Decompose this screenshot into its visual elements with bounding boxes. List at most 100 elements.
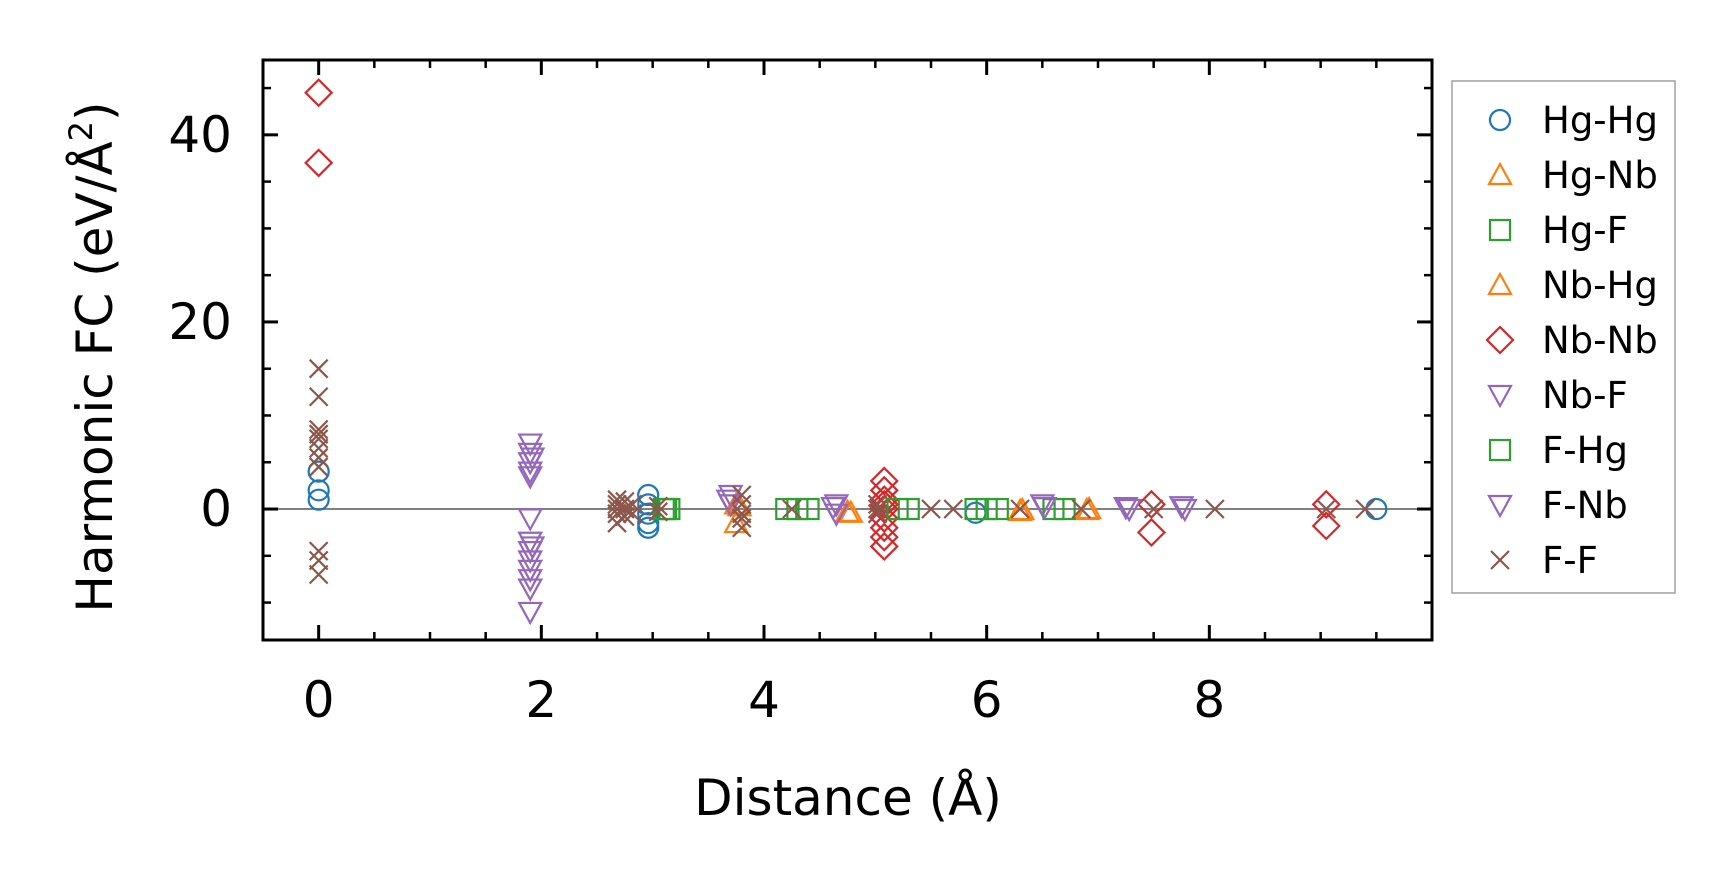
legend-label-hg-nb: Hg-Nb (1542, 154, 1658, 197)
point-f-nb (1116, 498, 1143, 523)
point-hg-hg (637, 483, 660, 507)
point-f-f (308, 429, 329, 449)
legend-label-f-nb: F-Nb (1542, 484, 1628, 527)
minor-ticks (261, 60, 1434, 640)
point-f-nb (715, 489, 742, 513)
point-f-f (308, 447, 329, 468)
x-axis-label: Distance (Å) (694, 769, 1002, 827)
point-f-f (308, 550, 329, 571)
point-f-nb (519, 447, 546, 471)
point-nb-f (517, 578, 544, 602)
point-f-hg (886, 497, 909, 521)
legend-marker-nb-hg (1487, 271, 1513, 296)
point-f-f (782, 499, 802, 519)
point-f-f (308, 541, 329, 561)
point-f-nb (1171, 498, 1198, 523)
point-nb-nb (869, 531, 899, 562)
point-f-f (1205, 499, 1225, 519)
point-f-f (943, 499, 964, 519)
point-f-nb (519, 536, 546, 560)
point-f-f (648, 496, 669, 517)
legend-label-nb-hg: Nb-Hg (1542, 264, 1658, 307)
legend-label-hg-hg: Hg-Hg (1542, 99, 1658, 142)
y-tick-label: 0 (200, 480, 232, 538)
point-f-f (867, 494, 888, 515)
point-nb-nb (1136, 489, 1166, 519)
point-nb-hg (837, 499, 864, 523)
point-nb-nb (869, 513, 899, 543)
legend-label-f-hg: F-Hg (1542, 429, 1628, 472)
point-f-f (867, 499, 888, 519)
point-hg-f (1053, 497, 1076, 521)
legend-marker-f-f (1490, 550, 1510, 570)
legend-marker-f-nb (1487, 494, 1513, 519)
point-f-hg (975, 497, 998, 521)
point-f-f (1143, 499, 1164, 519)
point-f-f (308, 386, 329, 407)
point-f-f (1316, 499, 1337, 519)
y-axis: 0 20 40 (168, 106, 1432, 538)
point-nb-f (517, 601, 544, 626)
point-f-f (731, 508, 752, 529)
point-hg-hg (637, 493, 660, 516)
point-f-f (1010, 499, 1030, 519)
point-nb-nb (304, 78, 334, 108)
y-tick-label: 20 (168, 293, 232, 351)
point-nb-f (517, 466, 544, 490)
point-f-f (731, 485, 752, 505)
point-nb-nb (304, 148, 334, 178)
point-f-f (1071, 499, 1092, 519)
y-axis-label-superscript: 2 (62, 121, 100, 141)
point-f-f (921, 499, 941, 519)
point-nb-nb (1136, 517, 1166, 547)
legend-label-nb-f: Nb-F (1542, 374, 1628, 417)
point-nb-nb (869, 503, 899, 533)
point-f-hg (786, 497, 809, 521)
legend-marker-f-hg (1488, 438, 1512, 462)
x-tick-label: 0 (303, 671, 335, 729)
legend-marker-hg-hg (1488, 108, 1512, 132)
point-nb-hg (1009, 496, 1036, 521)
point-f-f (308, 438, 329, 459)
point-nb-nb (869, 494, 899, 524)
point-f-f (622, 503, 643, 524)
y-tick-label: 40 (168, 106, 232, 164)
point-f-f (308, 419, 329, 440)
point-hg-f (797, 497, 820, 521)
data-points (304, 78, 1388, 626)
point-hg-hg (637, 516, 660, 539)
point-hg-hg (307, 460, 330, 483)
x-tick-label: 2 (525, 671, 557, 729)
point-nb-nb (1311, 511, 1341, 541)
point-hg-hg (307, 479, 330, 502)
point-f-f (308, 564, 329, 585)
point-nb-f (1168, 496, 1195, 520)
legend-label-f-f: F-F (1542, 539, 1598, 582)
y-axis-label-close: ) (66, 101, 124, 121)
point-f-f (1355, 499, 1375, 519)
plot-frame (261, 58, 1434, 642)
x-tick-label: 4 (748, 671, 780, 729)
x-axis: 0 2 4 6 8 (303, 60, 1225, 729)
point-nb-nb (869, 466, 899, 496)
point-f-f (867, 503, 888, 524)
point-f-f (731, 494, 752, 515)
point-f-f (622, 494, 643, 515)
point-hg-hg (307, 488, 330, 511)
point-nb-f (517, 508, 544, 532)
point-f-f (308, 457, 329, 477)
point-f-nb (820, 497, 846, 521)
x-tick-label: 6 (971, 671, 1003, 729)
point-f-f (308, 424, 329, 444)
legend-label-hg-f: Hg-F (1542, 209, 1628, 252)
legend: Hg-Hg Hg-Nb Hg-F Nb-Hg Nb-Nb Nb-F F-Hg F-Nb F-F (1451, 80, 1676, 594)
y-axis-label-main: Harmonic FC (eV/Å (66, 141, 124, 612)
point-f-f (731, 503, 752, 524)
point-hg-f (986, 497, 1009, 521)
legend-marker-hg-f (1488, 218, 1512, 242)
point-nb-nb (869, 522, 899, 552)
point-f-f (308, 358, 329, 379)
point-hg-f (964, 497, 987, 521)
point-nb-nb (869, 485, 899, 515)
